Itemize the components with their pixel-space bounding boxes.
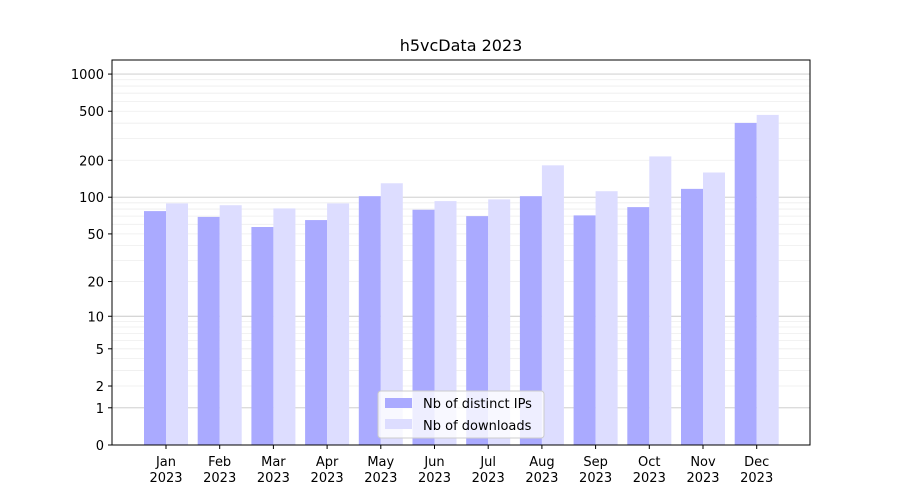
legend-swatch-ips: [385, 398, 412, 408]
y-axis: 0 1 2 5 10 20 50 100 200 500 1000: [71, 68, 112, 454]
x-tick-label-year: 2023: [149, 471, 182, 486]
x-tick-label-year: 2023: [579, 471, 612, 486]
bar-ips: [251, 226, 274, 445]
x-tick-label-year: 2023: [311, 471, 344, 486]
x-tick-label-year: 2023: [525, 471, 558, 486]
bars: [144, 114, 779, 446]
legend-box: [377, 390, 545, 439]
bar-downloads: [488, 199, 511, 445]
x-tick-label-month: Jun: [423, 455, 444, 470]
y-tick-label: 20: [87, 276, 104, 291]
y-tick-label: 500: [79, 105, 104, 120]
bar-downloads: [380, 183, 403, 445]
bar-downloads: [756, 114, 779, 445]
x-tick-label-year: 2023: [418, 471, 451, 486]
x-tick-label-year: 2023: [364, 471, 397, 486]
bar-downloads: [434, 201, 457, 445]
bar-downloads: [703, 172, 725, 445]
x-tick-label-year: 2023: [633, 471, 666, 486]
x-axis: Jan2023Feb2023Mar2023Apr2023May2023Jun20…: [149, 445, 773, 486]
bar-ips: [466, 216, 489, 445]
x-tick-label-year: 2023: [257, 471, 290, 486]
legend-label-downloads: Nb of downloads: [423, 419, 532, 434]
legend: Nb of distinct IPs Nb of downloads: [377, 390, 545, 439]
y-tick-label: 100: [79, 191, 104, 206]
bar-ips: [627, 207, 650, 445]
x-tick-label-month: Apr: [316, 455, 339, 470]
x-tick-label-year: 2023: [686, 471, 719, 486]
bar-ips: [144, 211, 166, 445]
x-tick-label-year: 2023: [472, 471, 505, 486]
y-tick-label: 200: [79, 154, 104, 169]
chart-title: h5vcData 2023: [400, 36, 523, 55]
x-tick-label-month: Sep: [583, 455, 608, 470]
bar-downloads: [166, 203, 188, 445]
x-tick-label-month: Feb: [208, 455, 231, 470]
bar-downloads: [327, 203, 350, 445]
x-tick-label-month: Nov: [690, 455, 716, 470]
x-tick-label-month: Dec: [744, 455, 769, 470]
bar-downloads: [595, 191, 618, 445]
bar-ips: [519, 196, 542, 445]
x-tick-label-month: Oct: [638, 455, 660, 470]
bar-ips: [734, 122, 757, 446]
x-tick-label-month: May: [367, 455, 394, 470]
bar-ips: [358, 196, 381, 445]
y-tick-label: 10: [87, 310, 104, 325]
y-tick-label: 50: [87, 228, 104, 243]
bar-downloads: [273, 208, 296, 445]
bar-downloads: [649, 156, 672, 446]
y-tick-label: 0: [96, 439, 104, 454]
bar-ips: [681, 188, 703, 445]
x-tick-label-year: 2023: [203, 471, 236, 486]
x-tick-label-year: 2023: [740, 471, 773, 486]
legend-label-ips: Nb of distinct IPs: [423, 397, 532, 412]
bar-ips: [305, 220, 328, 445]
x-tick-label-month: Jan: [155, 455, 176, 470]
legend-swatch-downloads: [385, 419, 412, 429]
x-tick-label-month: Mar: [261, 455, 286, 470]
bar-ips: [573, 215, 596, 445]
y-tick-label: 5: [96, 343, 104, 358]
bar-downloads: [219, 205, 242, 445]
y-tick-label: 2: [96, 380, 104, 395]
bar-ips: [412, 209, 435, 445]
y-tick-label: 1: [96, 402, 104, 417]
plot-frame: [111, 59, 811, 446]
y-tick-label: 1000: [71, 68, 104, 83]
bar-downloads: [541, 165, 564, 445]
x-tick-label-month: Aug: [529, 455, 554, 470]
bar-ips: [197, 216, 220, 445]
x-tick-label-month: Jul: [479, 455, 496, 470]
